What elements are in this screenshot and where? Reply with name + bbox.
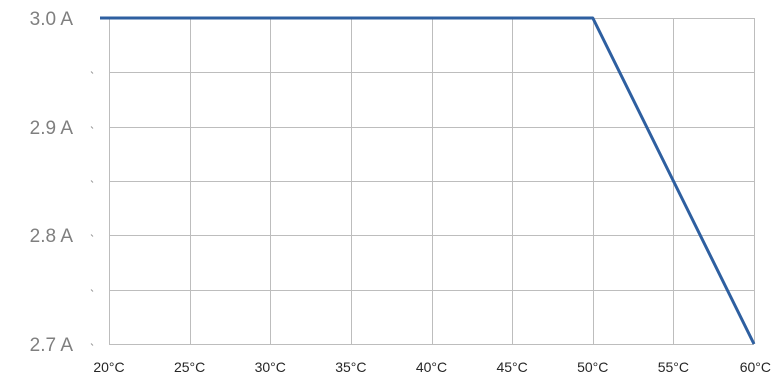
x-tick-label: 30°C [255, 359, 286, 375]
y-tick-label: 2.8 A [30, 226, 74, 247]
x-tick-label: 35°C [335, 359, 366, 375]
y-tick-label: 2.7 A [30, 335, 74, 356]
x-tick-label: 60°C [740, 359, 771, 375]
series-line [100, 16, 756, 345]
x-tick-label: 45°C [496, 359, 527, 375]
y-tick-mark [90, 126, 94, 129]
y-minor-ticks [90, 71, 94, 346]
x-axis-labels: 20°C 25°C 30°C 35°C 40°C 45°C 50°C 55°C 60°C [93, 359, 771, 375]
y-tick-mark [90, 234, 94, 237]
x-tick-label: 25°C [174, 359, 205, 375]
series-layer [100, 16, 756, 345]
x-tick-label: 40°C [416, 359, 447, 375]
y-tick-mark [90, 180, 94, 183]
y-tick-mark [90, 71, 94, 74]
grid [109, 18, 755, 345]
y-tick-label: 2.9 A [30, 118, 74, 139]
y-tick-mark [90, 289, 94, 292]
y-tick-mark [90, 343, 94, 346]
y-axis-labels: 3.0 A 2.9 A 2.8 A 2.7 A [30, 9, 74, 356]
x-tick-label: 20°C [93, 359, 124, 375]
y-tick-label: 3.0 A [30, 9, 74, 30]
x-tick-label: 50°C [577, 359, 608, 375]
x-tick-label: 55°C [658, 359, 689, 375]
